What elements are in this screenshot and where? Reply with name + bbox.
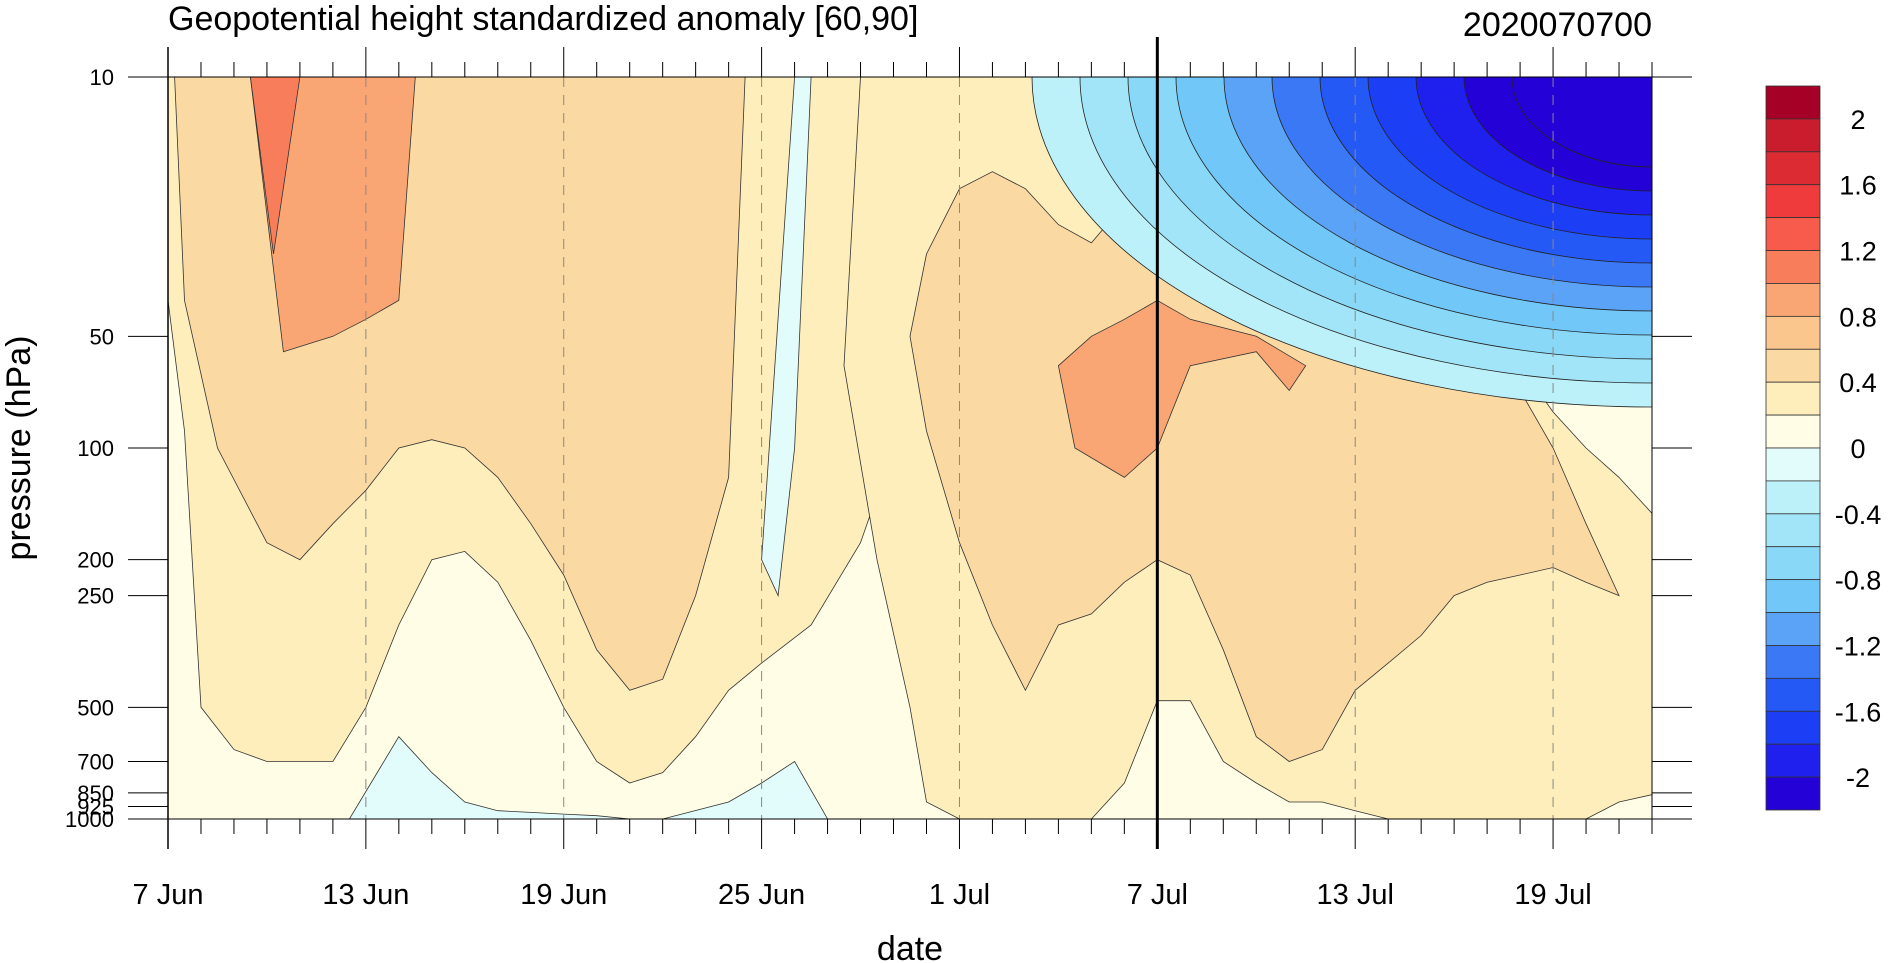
colorbar-box <box>1765 85 1821 120</box>
colorbar-box <box>1765 217 1821 251</box>
colorbar-label: 0 <box>1850 434 1865 464</box>
colorbar-box <box>1765 184 1821 219</box>
colorbar-box <box>1765 414 1821 449</box>
chart-date-code: 2020070700 <box>1463 6 1652 44</box>
contour-band-6 <box>249 77 301 255</box>
x-tick-label: 1 Jul <box>929 879 990 911</box>
y-tick-label: 50 <box>90 324 114 349</box>
colorbar-box <box>1765 743 1821 778</box>
colorbar-box <box>1765 151 1821 186</box>
colorbar-box <box>1765 579 1821 613</box>
colorbar-box <box>1765 546 1821 581</box>
contour-cold-level-10 <box>1511 77 1652 168</box>
y-tick-label: 700 <box>77 750 114 775</box>
x-axis-label: date <box>877 930 943 963</box>
y-tick-label: 850 <box>77 781 114 806</box>
colorbar-box <box>1765 283 1821 317</box>
colorbar-label: 1.2 <box>1839 237 1877 267</box>
x-tick-label: 19 Jun <box>520 879 607 911</box>
contour-band-5 <box>1057 299 1307 478</box>
colorbar-box <box>1765 315 1821 350</box>
contour-band-8 <box>348 736 829 819</box>
chart-title: Geopotential height standardized anomaly… <box>168 0 918 38</box>
colorbar-box <box>1765 348 1821 383</box>
x-axis: 7 Jun 13 Jun 19 Jun 25 Jun 1 Jul 7 Jul 13 Jul 1… <box>133 47 1653 911</box>
colorbar: 2 1.6 1.2 0.8 0.4 0 -0.4 -0.8 -1.2 -1.6 -2 <box>1765 85 1882 811</box>
colorbar-box <box>1765 480 1821 515</box>
x-tick-label: 19 Jul <box>1514 879 1591 911</box>
colorbar-box <box>1765 645 1821 679</box>
x-tick-label: 13 Jun <box>322 879 409 911</box>
colorbar-box <box>1765 381 1821 416</box>
x-tick-label: 25 Jun <box>718 879 805 911</box>
x-tick-label: 7 Jul <box>1127 879 1188 911</box>
colorbar-label: 0.4 <box>1839 368 1877 398</box>
y-tick-label: 925 <box>77 794 114 819</box>
y-tick-label: 100 <box>77 436 114 461</box>
x-tick-label: 7 Jun <box>133 879 204 911</box>
y-tick-label: 500 <box>77 695 114 720</box>
colorbar-box <box>1765 677 1821 712</box>
y-tick-label: 10 <box>90 65 114 90</box>
colorbar-box <box>1765 118 1821 153</box>
y-tick-label: 200 <box>77 548 114 573</box>
colorbar-box <box>1765 250 1821 284</box>
colorbar-label: 1.6 <box>1839 171 1877 201</box>
contour-band-7 <box>761 77 812 598</box>
colorbar-box <box>1765 513 1821 548</box>
colorbar-box <box>1765 447 1821 482</box>
y-axis-label: pressure (hPa) <box>0 336 38 561</box>
x-tick-label: 13 Jul <box>1317 879 1394 911</box>
colorbar-label: 2 <box>1850 105 1865 135</box>
colorbar-box <box>1765 776 1821 811</box>
colorbar-box <box>1765 710 1821 745</box>
y-tick-label: 1000 <box>65 807 114 832</box>
colorbar-label: -0.8 <box>1835 566 1882 596</box>
y-tick-label: 250 <box>77 584 114 609</box>
colorbar-label: -1.6 <box>1835 697 1882 727</box>
colorbar-label: 0.8 <box>1839 302 1877 332</box>
colorbar-label: -0.4 <box>1835 500 1882 530</box>
colorbar-box <box>1765 612 1821 646</box>
colorbar-label: -2 <box>1846 763 1870 793</box>
contour-fills <box>168 77 1652 819</box>
colorbar-label: -1.2 <box>1835 631 1882 661</box>
